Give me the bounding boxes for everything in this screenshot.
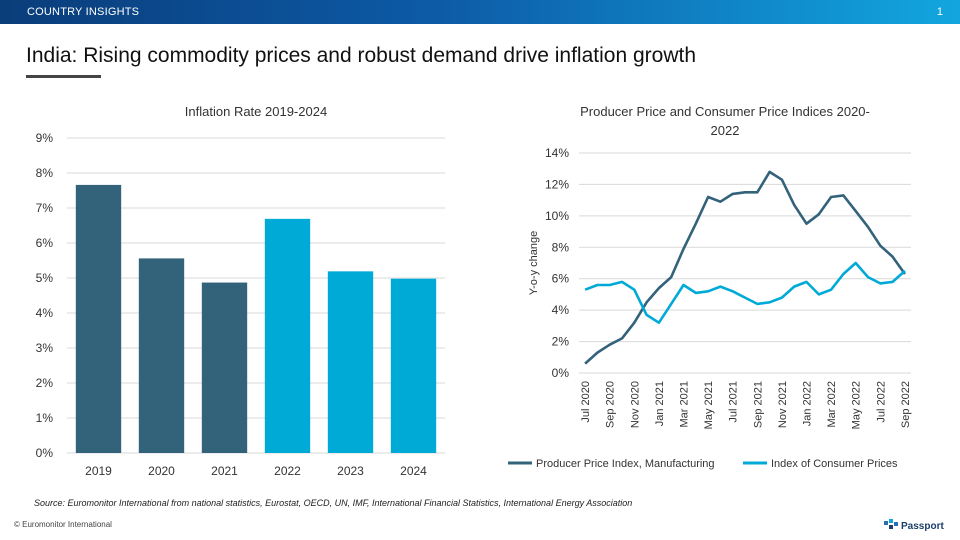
bar-2020 [138, 258, 185, 453]
title-underline [26, 75, 101, 78]
legend-label-cpi: Index of Consumer Prices [771, 458, 898, 470]
bar-y-tick-label: 1% [36, 411, 54, 425]
section-label: COUNTRY INSIGHTS [27, 6, 140, 18]
bar-x-tick-label: 2021 [211, 464, 238, 478]
brand-name: Passport [901, 521, 944, 533]
page-number: 1 [936, 6, 943, 18]
bar-x-tick-label: 2023 [337, 464, 364, 478]
line-y-tick-label: 12% [545, 177, 569, 191]
line-x-tick-label: Nov 2021 [777, 381, 789, 428]
line-x-tick-label: Sep 2020 [605, 381, 617, 428]
bar-2021 [201, 282, 248, 453]
bar-x-tick-label: 2019 [85, 464, 112, 478]
bar-y-tick-label: 9% [36, 131, 54, 145]
line-y-axis-label: Y-o-y change [528, 231, 540, 295]
line-chart-title-line2: 2022 [711, 123, 740, 138]
top-banner: COUNTRY INSIGHTS 1 [0, 0, 960, 24]
line-x-tick-label: May 2022 [851, 381, 863, 429]
copyright: © Euromonitor International [14, 520, 112, 529]
line-x-tick-label: Jan 2021 [654, 381, 666, 426]
passport-logo-icon [884, 519, 898, 534]
line-y-tick-label: 4% [552, 303, 570, 317]
line-x-tick-label: Nov 2020 [629, 381, 641, 428]
line-y-tick-label: 6% [552, 272, 570, 286]
line-series-2 [584, 261, 906, 325]
bar-y-tick-label: 5% [36, 271, 54, 285]
line-x-tick-label: Jul 2022 [875, 381, 887, 423]
bar-2023 [327, 271, 374, 453]
bar-x-tick-label: 2024 [400, 464, 427, 478]
line-x-tick-label: May 2021 [703, 381, 715, 429]
legend-label-ppi: Producer Price Index, Manufacturing [536, 458, 715, 470]
bar-x-tick-label: 2020 [148, 464, 175, 478]
line-y-tick-label: 8% [552, 240, 570, 254]
line-x-tick-label: Jan 2022 [801, 381, 813, 426]
bar-y-tick-label: 8% [36, 166, 54, 180]
bar-y-tick-label: 6% [36, 236, 54, 250]
bar-y-tick-label: 0% [36, 446, 54, 460]
bar-y-tick-label: 4% [36, 306, 54, 320]
line-y-tick-label: 10% [545, 209, 569, 223]
line-x-tick-label: Sep 2022 [900, 381, 912, 428]
bar-2022 [264, 218, 311, 453]
bar-x-tick-label: 2022 [274, 464, 301, 478]
bar-chart-title: Inflation Rate 2019-2024 [185, 104, 327, 119]
line-y-tick-label: 0% [552, 366, 570, 380]
line-x-tick-label: Jul 2021 [728, 381, 740, 423]
line-x-tick-label: Mar 2021 [679, 381, 691, 427]
line-y-tick-label: 14% [545, 146, 569, 160]
page-title: India: Rising commodity prices and robus… [26, 44, 697, 67]
bar-2019 [75, 184, 122, 453]
bar-2024 [390, 278, 437, 453]
line-y-tick-label: 2% [552, 335, 570, 349]
bar-y-tick-label: 3% [36, 341, 54, 355]
bar-y-tick-label: 2% [36, 376, 54, 390]
line-x-tick-label: Mar 2022 [826, 381, 838, 427]
passport-brand: Passport [884, 519, 944, 534]
line-x-tick-label: Sep 2021 [752, 381, 764, 428]
bar-y-tick-label: 7% [36, 201, 54, 215]
line-series-1 [584, 170, 906, 365]
source-note: Source: Euromonitor International from n… [34, 498, 633, 508]
line-chart-title-line1: Producer Price and Consumer Price Indice… [580, 104, 870, 119]
line-x-tick-label: Jul 2020 [580, 381, 592, 423]
